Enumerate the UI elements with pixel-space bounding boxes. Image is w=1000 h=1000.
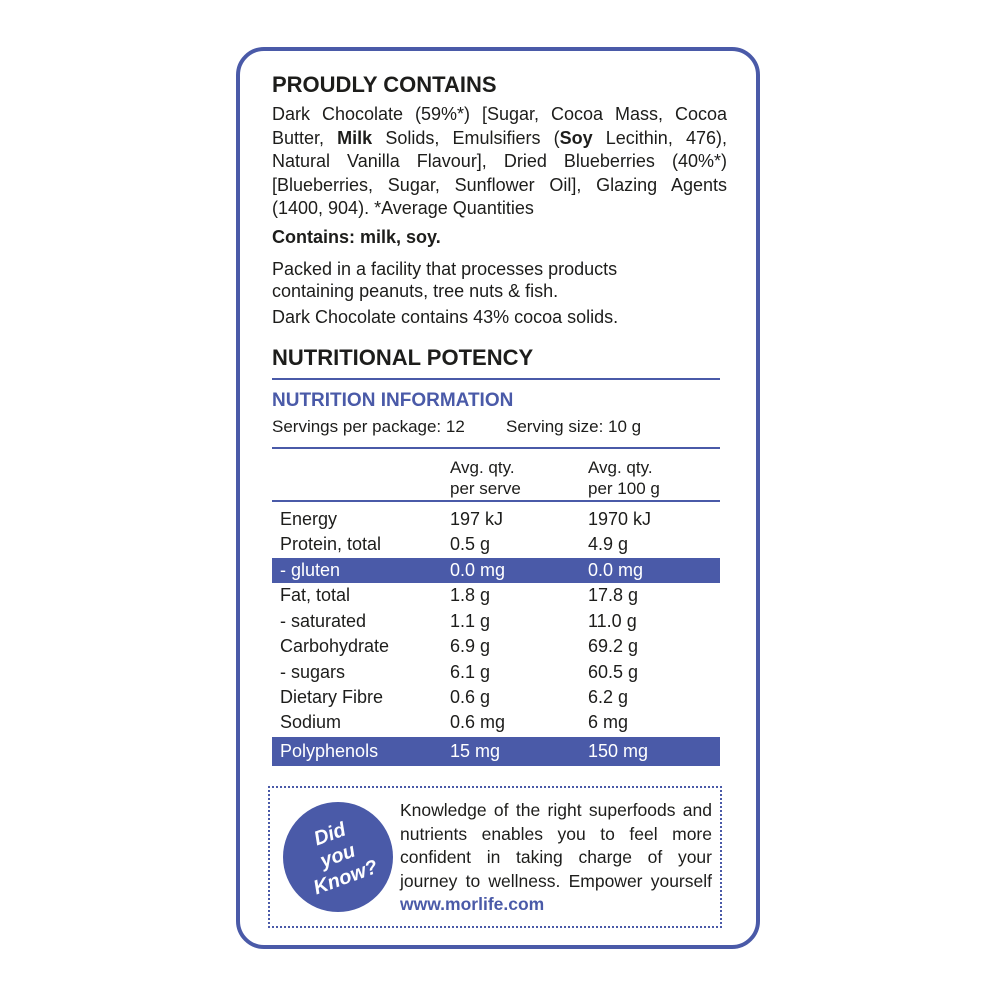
row-label: Protein, total [280,534,382,554]
cell: 1970 kJ [588,509,652,529]
cell: 69.2 g [588,636,639,656]
text: Milk [337,127,373,148]
cocoa: Dark Chocolate contains 43% cocoa solids… [272,307,619,327]
row-label: - gluten [280,560,341,580]
cell: 6.9 g [450,636,491,656]
cell: 0.6 g [450,687,491,707]
highlight [272,558,720,583]
rule [272,378,720,380]
row-label: Dietary Fibre [280,687,384,707]
header-line: Avg. qty. [450,458,515,477]
title: PROUDLY CONTAINS [272,72,497,97]
header-line: per serve [450,479,521,498]
cell: 0.5 g [450,534,491,554]
cell: 11.0 g [588,611,637,631]
table-title: NUTRITION INFORMATION [272,390,514,411]
facility: Packed in a facility that processes prod… [272,259,618,301]
cell: 0.0 mg [450,560,506,580]
border [236,47,760,949]
header-line: Avg. qty. [588,458,653,477]
text: Knowledge of the right superfoods and nu… [400,800,712,891]
row-label: - saturated [280,611,367,631]
row-label: Sodium [280,712,342,732]
section-title: NUTRITIONAL POTENCY [272,345,534,370]
callout-box [268,786,722,928]
cell: 4.9 g [588,534,629,554]
allergens: Contains: milk, soy. [272,227,441,247]
text: Solids, Emulsifiers ( [372,127,560,148]
badge: Did you Know? [283,802,393,912]
ingredients: Dark Chocolate (59%*) [Sugar, Cocoa Mass… [272,103,727,221]
row-label: Energy [280,509,338,529]
row-label: Polyphenols [280,741,379,761]
text: Dark Chocolate (59%*) [Sugar, Cocoa Mass… [272,104,727,148]
text: Lecithin, 476), Natural Vanilla Flavour]… [272,127,727,219]
text: Soy [559,127,593,148]
cell: 197 kJ [450,509,504,529]
serving-size: Serving size: 10 g [506,417,642,436]
highlight [272,737,720,766]
cell: 17.8 g [588,585,639,605]
cell: 1.1 g [450,611,491,631]
header: Avg. qty. per 100 g [588,457,660,499]
servings: Servings per package: 12 [272,417,465,436]
cell: 1.8 g [450,585,491,605]
callout-text: Knowledge of the right superfoods and nu… [400,799,712,917]
cell: 15 mg [450,741,501,761]
rule [272,447,720,449]
row-label: Carbohydrate [280,636,390,656]
header-line: per 100 g [588,479,660,498]
rule [272,500,720,502]
cell: 0.0 mg [588,560,644,580]
link[interactable]: www.morlife.com [400,894,545,914]
cell: 60.5 g [588,662,639,682]
cell: 6.2 g [588,687,629,707]
header: Avg. qty. per serve [450,457,521,499]
cell: 150 mg [588,741,649,761]
row-label: Fat, total [280,585,351,605]
cell: 0.6 mg [450,712,506,732]
row-label: - sugars [280,662,346,682]
cell: 6 mg [588,712,629,732]
cell: 6.1 g [450,662,491,682]
